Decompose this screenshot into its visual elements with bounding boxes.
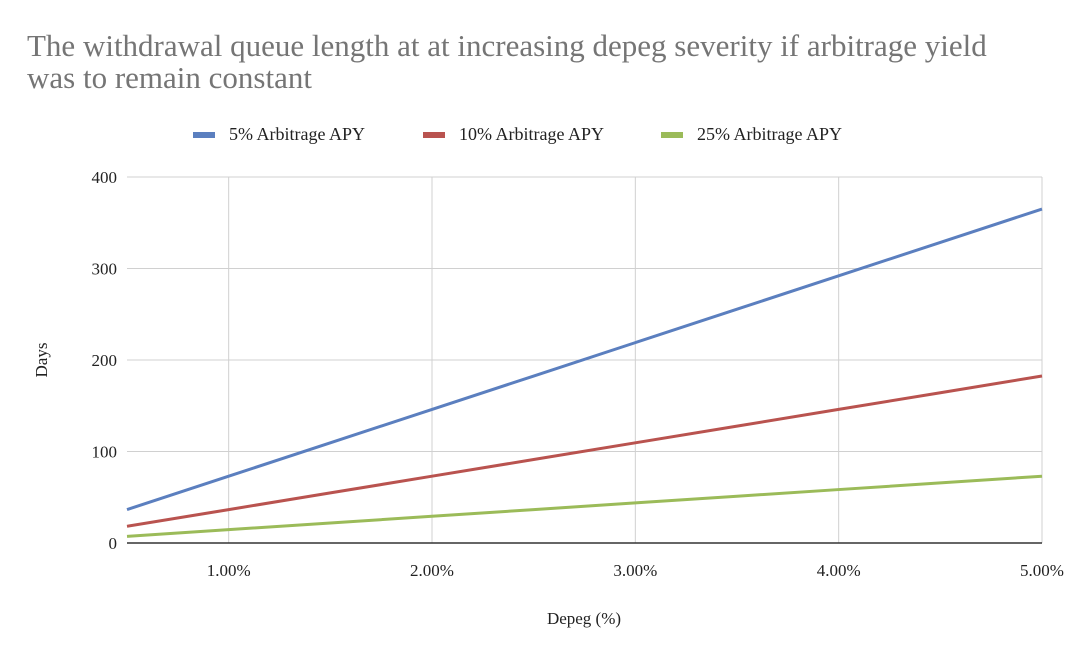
axes: 0 100 200 300 400 1.00% 2.00% 3.00% 4.00% 5.00%	[92, 168, 1064, 580]
legend-item-5pct: 5% Arbitrage APY	[193, 124, 365, 145]
y-tick-label: 200	[92, 351, 118, 370]
legend-label-10pct: 10% Arbitrage APY	[459, 124, 604, 144]
series-lines	[126, 207, 1043, 538]
legend-swatch-10pct	[423, 131, 445, 138]
legend-swatch-5pct	[193, 131, 215, 138]
x-tick-label: 5.00%	[1020, 561, 1064, 580]
y-axis-title: Days	[32, 343, 51, 378]
chart-title: The withdrawal queue length at at increa…	[27, 28, 987, 95]
legend-swatch-25pct	[661, 131, 683, 138]
y-tick-label: 0	[109, 534, 118, 553]
y-tick-label: 100	[92, 443, 118, 462]
legend-label-25pct: 25% Arbitrage APY	[697, 124, 842, 144]
legend-item-25pct: 25% Arbitrage APY	[661, 124, 842, 145]
chart-legend: 5% Arbitrage APY 10% Arbitrage APY 25% A…	[0, 124, 1074, 148]
y-tick-label: 400	[92, 168, 118, 187]
x-axis-title: Depeg (%)	[547, 609, 621, 628]
y-tick-label: 300	[92, 260, 118, 279]
x-tick-label: 2.00%	[410, 561, 454, 580]
legend-item-10pct: 10% Arbitrage APY	[423, 124, 604, 145]
x-tick-label: 1.00%	[207, 561, 251, 580]
x-tick-label: 3.00%	[613, 561, 657, 580]
x-tick-label: 4.00%	[817, 561, 861, 580]
series-line-1	[126, 374, 1043, 528]
series-line-2	[126, 474, 1043, 538]
series-line-0	[126, 207, 1043, 512]
legend-label-5pct: 5% Arbitrage APY	[229, 124, 365, 144]
